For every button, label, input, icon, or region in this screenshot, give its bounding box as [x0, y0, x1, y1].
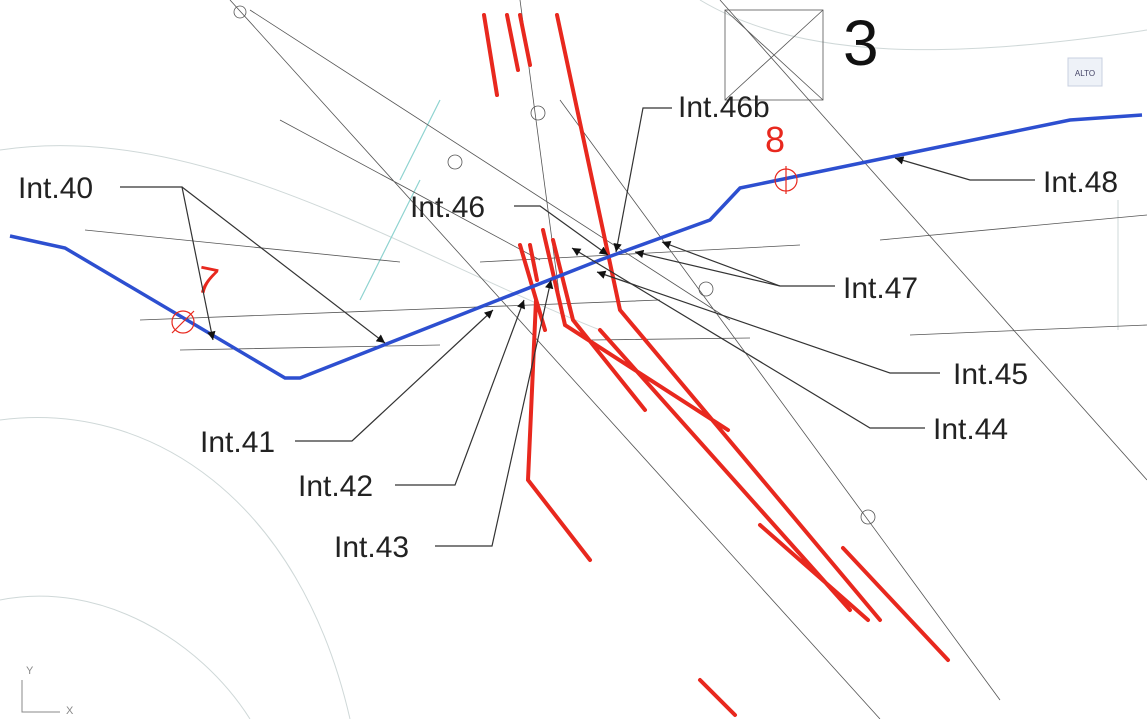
- intersection-labels: Int.40 Int.41 Int.42 Int.43 Int.44 Int.4…: [18, 91, 1118, 564]
- point-label: 8: [765, 119, 785, 160]
- leaders: [120, 107, 1035, 547]
- intersection-label: Int.46: [410, 191, 485, 224]
- view-cube-label: ALTO: [1075, 69, 1095, 78]
- sheet-number: 3: [843, 7, 879, 79]
- road-alignment: [9, 113, 1143, 380]
- intersection-label: Int.44: [933, 413, 1008, 446]
- axis-label: X: [66, 705, 74, 717]
- intersection-label: Int.45: [953, 358, 1028, 391]
- ucs-icon: Y X: [21, 665, 74, 717]
- point-label: 7: [193, 259, 222, 304]
- intersection-label: Int.43: [334, 531, 409, 564]
- intersection-label: Int.40: [18, 172, 93, 205]
- axis-label: Y: [26, 665, 34, 677]
- red-lines: [482, 13, 950, 717]
- survey-points: 7 8: [171, 119, 798, 334]
- intersection-label: Int.47: [843, 272, 918, 305]
- intersection-label: Int.46b: [678, 91, 770, 124]
- intersection-label: Int.42: [298, 470, 373, 503]
- intersection-label: Int.41: [200, 426, 275, 459]
- intersection-label: Int.48: [1043, 166, 1118, 199]
